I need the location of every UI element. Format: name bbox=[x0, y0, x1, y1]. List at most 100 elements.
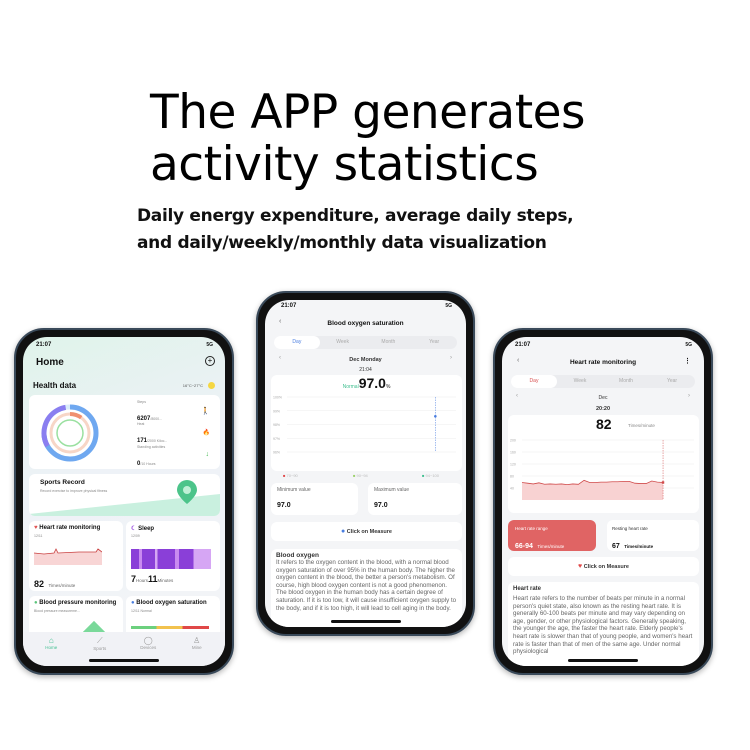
resting-unit: Times/minute bbox=[624, 544, 654, 549]
maximum-card: Maximum value 97.0 bbox=[368, 483, 462, 515]
weather-range: 16°C~27°C bbox=[182, 383, 203, 388]
oxygen-value: 97.0 bbox=[358, 375, 386, 391]
standing-value: 0 bbox=[137, 461, 141, 467]
home-indicator bbox=[568, 659, 638, 662]
minimum-card: Minimum value 97.0 bbox=[271, 483, 358, 515]
tab-week[interactable]: Week bbox=[573, 378, 587, 384]
info-title: Heart rate bbox=[513, 586, 542, 592]
period-tabs: Day Week Month Year bbox=[274, 336, 457, 349]
bp-desc: Blood pressure measureme... bbox=[34, 609, 80, 613]
sleep-minutes-unit: Minutes bbox=[157, 578, 174, 583]
status-network: 5G bbox=[445, 303, 452, 309]
tab-year[interactable]: Year bbox=[666, 378, 678, 384]
heart-rate-card[interactable]: ♥ Heart rate monitoring 12/11 82 Times/m… bbox=[29, 521, 123, 591]
y-tick-label: 96% bbox=[273, 451, 280, 455]
minimum-value: 97.0 bbox=[277, 502, 291, 509]
date-label: Dec Monday bbox=[349, 357, 382, 363]
health-data-title: Health data bbox=[33, 381, 77, 390]
current-point bbox=[661, 481, 665, 484]
oxygen-unit: % bbox=[385, 384, 391, 390]
sleep-hours-unit: Hours bbox=[136, 578, 149, 583]
y-tick-label: 200 bbox=[510, 439, 516, 443]
tab-month[interactable]: Month bbox=[381, 339, 396, 345]
heart-chart-card: 82 Times/minute 200 160 120 80 40 bbox=[508, 415, 699, 513]
activity-card[interactable]: Steps 6207/8000... 🚶 Heat 171/2000 Kiloc… bbox=[29, 395, 220, 469]
time-label: 20:20 bbox=[595, 406, 611, 412]
page-title: Home bbox=[36, 357, 64, 368]
more-icon[interactable]: ⋮ bbox=[684, 358, 691, 365]
y-tick-label: 120 bbox=[510, 463, 516, 467]
standing-goal: /10 Hours bbox=[140, 462, 156, 466]
tab-sports[interactable]: ⟋ Sports bbox=[76, 636, 125, 666]
heart-rate-unit: Times/minute bbox=[628, 423, 655, 428]
tab-month[interactable]: Month bbox=[619, 378, 633, 384]
tab-day[interactable]: Day bbox=[274, 336, 320, 349]
bp-icon: ● bbox=[34, 600, 38, 606]
back-icon[interactable]: ‹ bbox=[517, 357, 520, 364]
resting-label: Resting heart rate bbox=[612, 526, 648, 531]
heart-rate-unit: Times/minute bbox=[48, 583, 76, 588]
page-title: Blood oxygen saturation bbox=[327, 320, 404, 327]
status-time: 21:07 bbox=[281, 303, 297, 309]
watch-icon: ◯ bbox=[143, 636, 153, 645]
heart-rate-screen: 21:07 5G ‹ ⋮ Heart rate monitoring Day W… bbox=[502, 337, 704, 666]
page-title: Heart rate monitoring bbox=[569, 359, 637, 366]
y-tick-label: 98% bbox=[273, 423, 280, 427]
y-tick-label: 100% bbox=[273, 396, 282, 400]
sleep-card[interactable]: ☾ Sleep 12/09 7Hours11Minutes bbox=[126, 521, 220, 591]
tab-mine[interactable]: ♙ Mine bbox=[173, 636, 222, 666]
steps-label: Steps bbox=[137, 400, 146, 404]
range-unit: Times/minute bbox=[537, 544, 565, 549]
sun-icon bbox=[208, 382, 215, 389]
oxygen-chart: 100% 99% 98% 97% 96% bbox=[273, 396, 456, 455]
heart-rate-title: Heart rate monitoring bbox=[39, 525, 101, 531]
measure-button[interactable]: ♥ Click on Measure bbox=[508, 557, 699, 576]
home-icon: ⌂ bbox=[48, 636, 54, 645]
back-icon[interactable]: ‹ bbox=[279, 318, 282, 325]
sports-icon: ⟋ bbox=[96, 636, 103, 645]
sports-record-card[interactable]: Sports Record Record exercise to improve… bbox=[29, 474, 220, 516]
oxygen-icon: ● bbox=[131, 600, 135, 606]
tab-devices[interactable]: ◯ Devices bbox=[124, 636, 173, 666]
info-text: It refers to the oxygen content in the b… bbox=[276, 559, 457, 612]
status-time: 21:07 bbox=[515, 342, 531, 348]
heat-label: Heat bbox=[137, 422, 145, 426]
measure-button[interactable]: ● Click on Measure bbox=[271, 522, 462, 541]
heart-rate-area bbox=[522, 480, 664, 500]
standing-label: Standing activities bbox=[137, 445, 166, 449]
range-value: 66-94 bbox=[515, 543, 533, 550]
heat-goal: /2000 Kiloc... bbox=[147, 439, 168, 443]
blood-oxygen-screen: 21:07 5G ‹ Blood oxygen saturation Day W… bbox=[265, 300, 466, 627]
person-icon: ♙ bbox=[193, 636, 201, 645]
tab-week[interactable]: Week bbox=[336, 339, 349, 345]
home-indicator bbox=[330, 620, 401, 623]
moon-icon: ☾ bbox=[131, 526, 137, 532]
next-date-icon[interactable]: › bbox=[688, 393, 690, 399]
heart-rate-line bbox=[521, 479, 664, 486]
prev-date-icon[interactable]: ‹ bbox=[516, 393, 518, 399]
y-tick-label: 160 bbox=[510, 451, 516, 455]
oxygen-range-bar bbox=[131, 626, 209, 629]
home-indicator bbox=[89, 659, 159, 662]
heart-rate-value: 82 bbox=[34, 579, 45, 589]
y-tick-label: 40 bbox=[510, 487, 514, 491]
range-label: Heart rate range bbox=[515, 526, 548, 531]
next-date-icon[interactable]: › bbox=[450, 355, 452, 361]
sleep-chart bbox=[131, 549, 211, 569]
tab-year[interactable]: Year bbox=[429, 339, 440, 345]
period-tabs: Day Week Month Year bbox=[511, 375, 695, 388]
tab-home[interactable]: ⌂ Home bbox=[27, 636, 76, 666]
phone-blood-oxygen: 21:07 5G ‹ Blood oxygen saturation Day W… bbox=[256, 291, 475, 636]
prev-date-icon[interactable]: ‹ bbox=[279, 355, 281, 361]
data-point bbox=[434, 414, 437, 418]
sleep-hours: 7 bbox=[131, 574, 137, 584]
status-time: 21:07 bbox=[36, 342, 52, 348]
tab-day[interactable]: Day bbox=[511, 375, 557, 388]
status-network: 5G bbox=[206, 342, 213, 348]
plus-circle-icon[interactable]: + bbox=[205, 356, 215, 366]
heart-rate-mini-chart bbox=[34, 548, 102, 565]
phone-home: 21:07 5G Home + Health data 16°C~27°C St… bbox=[14, 328, 234, 675]
headline-line-2: activity statistics bbox=[150, 137, 539, 192]
headline-line-1: The APP generates bbox=[150, 85, 586, 140]
minimum-label: Minimum value bbox=[277, 487, 311, 493]
